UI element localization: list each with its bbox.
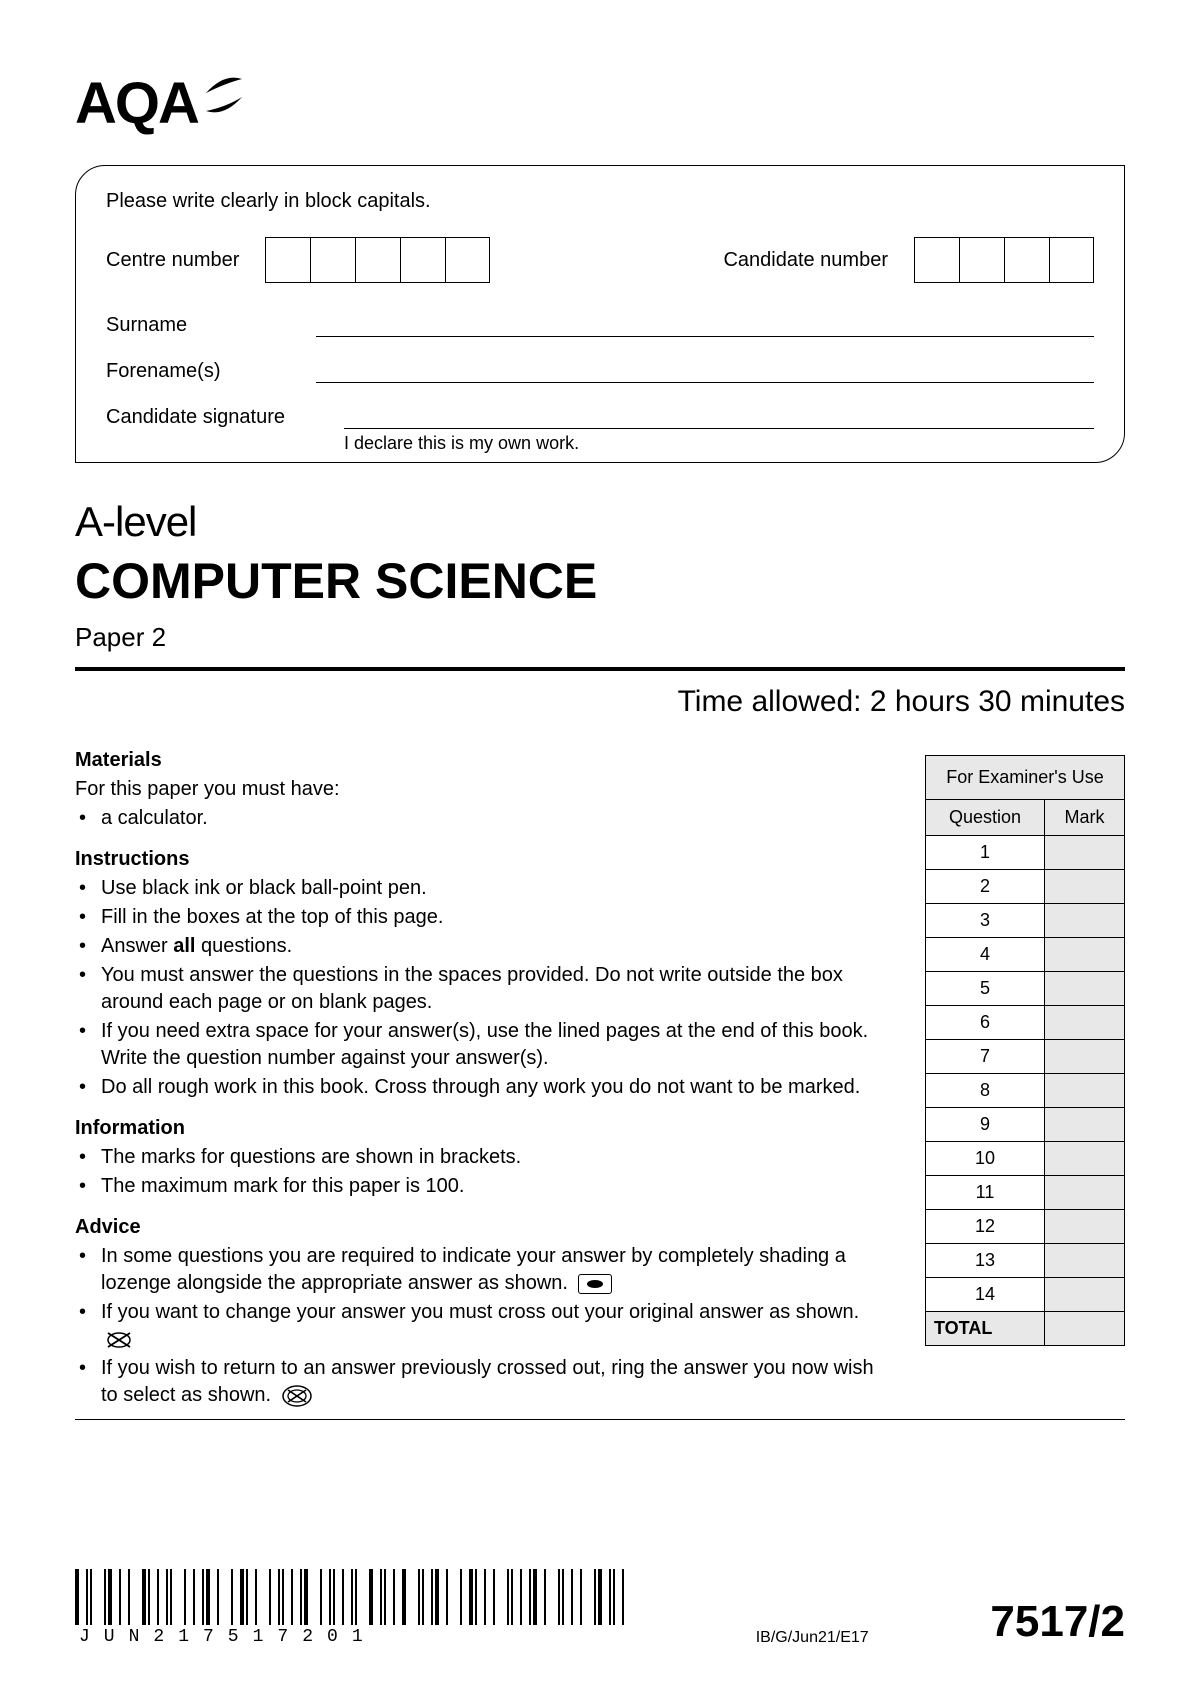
- body-rule: [75, 1419, 1125, 1420]
- marks-question-cell: 5: [926, 972, 1045, 1006]
- instructions-item: Do all rough work in this book. Cross th…: [75, 1074, 895, 1101]
- instructions-item: You must answer the questions in the spa…: [75, 962, 895, 1016]
- centre-number-label: Centre number: [106, 249, 239, 272]
- materials-list: a calculator.: [75, 805, 895, 832]
- advice-list: In some questions you are required to in…: [75, 1243, 895, 1409]
- marks-mark-cell[interactable]: [1045, 904, 1125, 938]
- marks-question-cell: 7: [926, 1040, 1045, 1074]
- marks-question-cell: 6: [926, 1006, 1045, 1040]
- forename-field[interactable]: [316, 357, 1094, 383]
- advice-item: In some questions you are required to in…: [75, 1243, 895, 1297]
- marks-head-question: Question: [926, 800, 1045, 836]
- surname-field[interactable]: [316, 311, 1094, 337]
- centre-candidate-row: Centre number Candidate number: [106, 237, 1094, 283]
- marks-question-cell: 8: [926, 1074, 1045, 1108]
- marks-question-cell: 1: [926, 836, 1045, 870]
- centre-number-boxes[interactable]: [265, 237, 490, 283]
- declaration-text: I declare this is my own work.: [344, 433, 1094, 454]
- candidate-details-box: Please write clearly in block capitals. …: [75, 165, 1125, 463]
- subject-title: COMPUTER SCIENCE: [75, 552, 1125, 610]
- materials-heading: Materials: [75, 747, 895, 774]
- marks-mark-cell[interactable]: [1045, 1108, 1125, 1142]
- logo-swoosh-icon: [202, 73, 246, 117]
- signature-field[interactable]: [344, 403, 1094, 429]
- barcode-icon: [75, 1569, 634, 1625]
- marks-question-cell: 4: [926, 938, 1045, 972]
- marks-mark-cell[interactable]: [1045, 1006, 1125, 1040]
- materials-intro: For this paper you must have:: [75, 776, 895, 803]
- marks-table-title: For Examiner's Use: [926, 756, 1125, 800]
- marks-mark-cell[interactable]: [1045, 1278, 1125, 1312]
- marks-total-cell[interactable]: [1045, 1312, 1125, 1346]
- surname-label: Surname: [106, 314, 316, 337]
- forename-row: Forename(s): [106, 357, 1094, 383]
- lozenge-ringed-icon: [281, 1384, 313, 1408]
- advice-item: If you want to change your answer you mu…: [75, 1299, 895, 1353]
- instructions-item: If you need extra space for your answer(…: [75, 1018, 895, 1072]
- title-rule: [75, 667, 1125, 671]
- instructions-heading: Instructions: [75, 846, 895, 873]
- forename-label: Forename(s): [106, 360, 316, 383]
- instructions-column: Materials For this paper you must have: …: [75, 747, 895, 1411]
- footer-ref: IB/G/Jun21/E17: [756, 1629, 869, 1647]
- marks-question-cell: 10: [926, 1142, 1045, 1176]
- instructions-item: Use black ink or black ball-point pen.: [75, 875, 895, 902]
- signature-row: Candidate signature: [106, 403, 1094, 429]
- marks-mark-cell[interactable]: [1045, 1176, 1125, 1210]
- marks-total-label: TOTAL: [926, 1312, 1045, 1346]
- marks-head-mark: Mark: [1045, 800, 1125, 836]
- time-allowed: Time allowed: 2 hours 30 minutes: [75, 685, 1125, 719]
- qualification-level: A-level: [75, 498, 1125, 546]
- marks-mark-cell[interactable]: [1045, 1074, 1125, 1108]
- marks-question-cell: 13: [926, 1244, 1045, 1278]
- candidate-number-boxes[interactable]: [914, 237, 1094, 283]
- paper-number: Paper 2: [75, 622, 1125, 653]
- information-item: The marks for questions are shown in bra…: [75, 1144, 895, 1171]
- information-list: The marks for questions are shown in bra…: [75, 1144, 895, 1200]
- marks-mark-cell[interactable]: [1045, 836, 1125, 870]
- information-item: The maximum mark for this paper is 100.: [75, 1173, 895, 1200]
- marks-question-cell: 11: [926, 1176, 1045, 1210]
- logo-text: AQA: [75, 70, 198, 137]
- candidate-number-label: Candidate number: [723, 249, 888, 272]
- instructions-item: Fill in the boxes at the top of this pag…: [75, 904, 895, 931]
- marks-mark-cell[interactable]: [1045, 938, 1125, 972]
- barcode-block: JUN217517201: [75, 1569, 634, 1647]
- marks-mark-cell[interactable]: [1045, 1210, 1125, 1244]
- marks-mark-cell[interactable]: [1045, 972, 1125, 1006]
- examiner-marks-table: For Examiner's Use Question Mark 1234567…: [925, 755, 1125, 1346]
- signature-label: Candidate signature: [106, 406, 344, 429]
- instructions-list: Use black ink or black ball-point pen.Fi…: [75, 875, 895, 1101]
- lozenge-crossed-icon: [105, 1330, 133, 1350]
- advice-heading: Advice: [75, 1214, 895, 1241]
- marks-mark-cell[interactable]: [1045, 870, 1125, 904]
- exam-title-block: A-level COMPUTER SCIENCE Paper 2: [75, 498, 1125, 653]
- block-capitals-instruction: Please write clearly in block capitals.: [106, 190, 1094, 213]
- logo: AQA: [75, 70, 1125, 137]
- marks-question-cell: 2: [926, 870, 1045, 904]
- marks-question-cell: 14: [926, 1278, 1045, 1312]
- surname-row: Surname: [106, 311, 1094, 337]
- marks-question-cell: 12: [926, 1210, 1045, 1244]
- marks-mark-cell[interactable]: [1045, 1244, 1125, 1278]
- lozenge-filled-icon: [578, 1274, 612, 1294]
- paper-code: 7517/2: [990, 1597, 1125, 1647]
- marks-column: For Examiner's Use Question Mark 1234567…: [925, 747, 1125, 1411]
- marks-question-cell: 9: [926, 1108, 1045, 1142]
- marks-question-cell: 3: [926, 904, 1045, 938]
- barcode-text: JUN217517201: [79, 1627, 377, 1647]
- instructions-item: Answer all questions.: [75, 933, 895, 960]
- page-footer: JUN217517201 IB/G/Jun21/E17 7517/2: [75, 1569, 1125, 1647]
- advice-item: If you wish to return to an answer previ…: [75, 1355, 895, 1409]
- information-heading: Information: [75, 1115, 895, 1142]
- body-area: Materials For this paper you must have: …: [75, 747, 1125, 1411]
- marks-mark-cell[interactable]: [1045, 1142, 1125, 1176]
- marks-mark-cell[interactable]: [1045, 1040, 1125, 1074]
- materials-item: a calculator.: [75, 805, 895, 832]
